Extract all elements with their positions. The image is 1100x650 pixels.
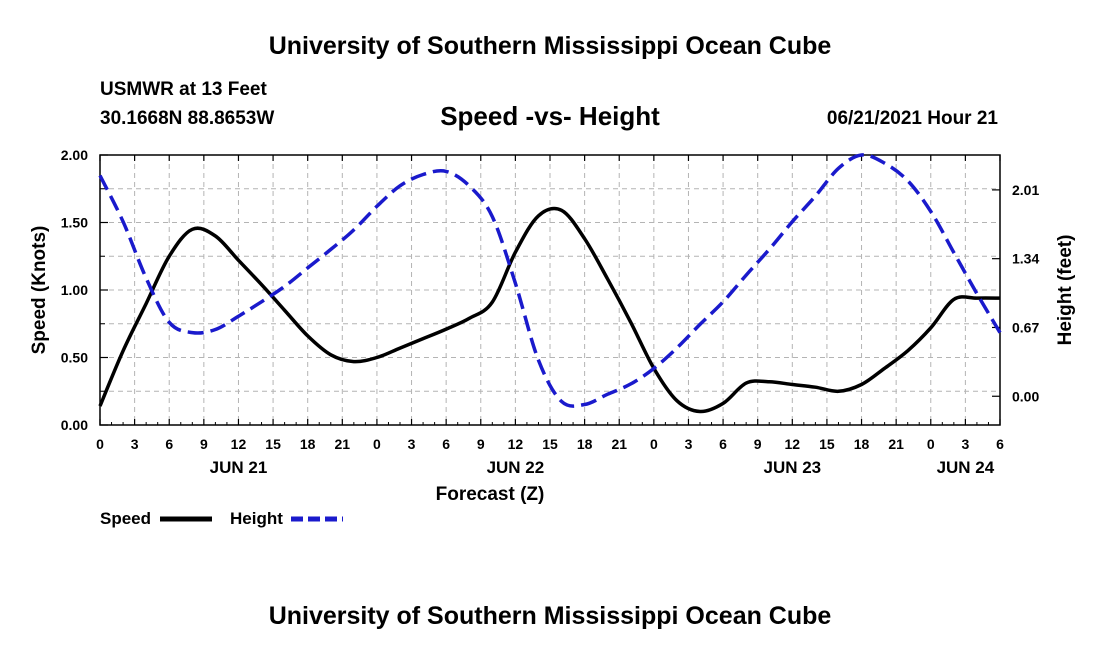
- x-tick-label: 15: [819, 436, 835, 452]
- x-tick-label: 6: [165, 436, 173, 452]
- x-tick-label: 0: [96, 436, 104, 452]
- y2-axis-title: Height (feet): [1055, 235, 1076, 346]
- x-tick-label: 12: [231, 436, 247, 452]
- x-tick-label: 3: [131, 436, 139, 452]
- gridlines: [100, 155, 1000, 425]
- y2-tick-label: 2.01: [1012, 182, 1039, 198]
- axis-ticks: 0 3 6 9 12 15 18 21 0 3 6 9 12 15 18 21 0 3 6 9 12 15 18 21 0 3 6J…: [61, 147, 1040, 477]
- footer-title: University of Southern Mississippi Ocean…: [269, 602, 832, 630]
- x-tick-label: 3: [408, 436, 416, 452]
- coordinates-label: 30.1668N 88.8653W: [100, 108, 274, 129]
- x-tick-label: 21: [888, 436, 904, 452]
- y-tick-label: 1.50: [61, 215, 88, 231]
- x-tick-label: 6: [719, 436, 727, 452]
- legend: Speed Height: [100, 509, 343, 528]
- x-tick-label: 21: [335, 436, 351, 452]
- x-tick-label: 15: [542, 436, 558, 452]
- series-layer: [98, 153, 1002, 414]
- y-tick-label: 2.00: [61, 147, 88, 163]
- y2-tick-label: 1.34: [1012, 251, 1039, 267]
- y-tick-label: 0.50: [61, 350, 88, 366]
- x-day-label: JUN 23: [763, 458, 821, 477]
- x-tick-label: 15: [265, 436, 281, 452]
- x-tick-label: 6: [442, 436, 450, 452]
- x-tick-label: 3: [685, 436, 693, 452]
- y-tick-label: 0.00: [61, 417, 88, 433]
- x-tick-label: 3: [961, 436, 969, 452]
- y2-tick-label: 0.00: [1012, 388, 1039, 404]
- x-tick-label: 9: [754, 436, 762, 452]
- timestamp-label: 06/21/2021 Hour 21: [827, 108, 999, 129]
- page-title: University of Southern Mississippi Ocean…: [269, 32, 832, 60]
- legend-speed-label: Speed: [100, 509, 151, 528]
- x-axis-title: Forecast (Z): [436, 484, 545, 505]
- x-day-label: JUN 24: [937, 458, 995, 477]
- chart-title: Speed -vs- Height: [440, 101, 660, 131]
- y-axis-title: Speed (Knots): [29, 226, 50, 355]
- x-tick-label: 12: [785, 436, 801, 452]
- x-tick-label: 9: [477, 436, 485, 452]
- x-tick-label: 0: [927, 436, 935, 452]
- x-tick-label: 0: [373, 436, 381, 452]
- x-day-label: JUN 21: [210, 458, 268, 477]
- series-height-line: [98, 153, 1002, 408]
- series-speed-line: [98, 206, 1001, 414]
- x-tick-label: 9: [200, 436, 208, 452]
- x-day-label: JUN 22: [487, 458, 545, 477]
- x-tick-label: 18: [300, 436, 316, 452]
- x-tick-label: 6: [996, 436, 1004, 452]
- x-tick-label: 18: [577, 436, 593, 452]
- x-tick-label: 18: [854, 436, 870, 452]
- station-label: USMWR at 13 Feet: [100, 79, 267, 100]
- x-tick-label: 21: [611, 436, 627, 452]
- legend-height-label: Height: [230, 509, 283, 528]
- x-tick-label: 12: [508, 436, 524, 452]
- y2-tick-label: 0.67: [1012, 319, 1039, 335]
- y-tick-label: 1.00: [61, 282, 88, 298]
- x-tick-label: 0: [650, 436, 658, 452]
